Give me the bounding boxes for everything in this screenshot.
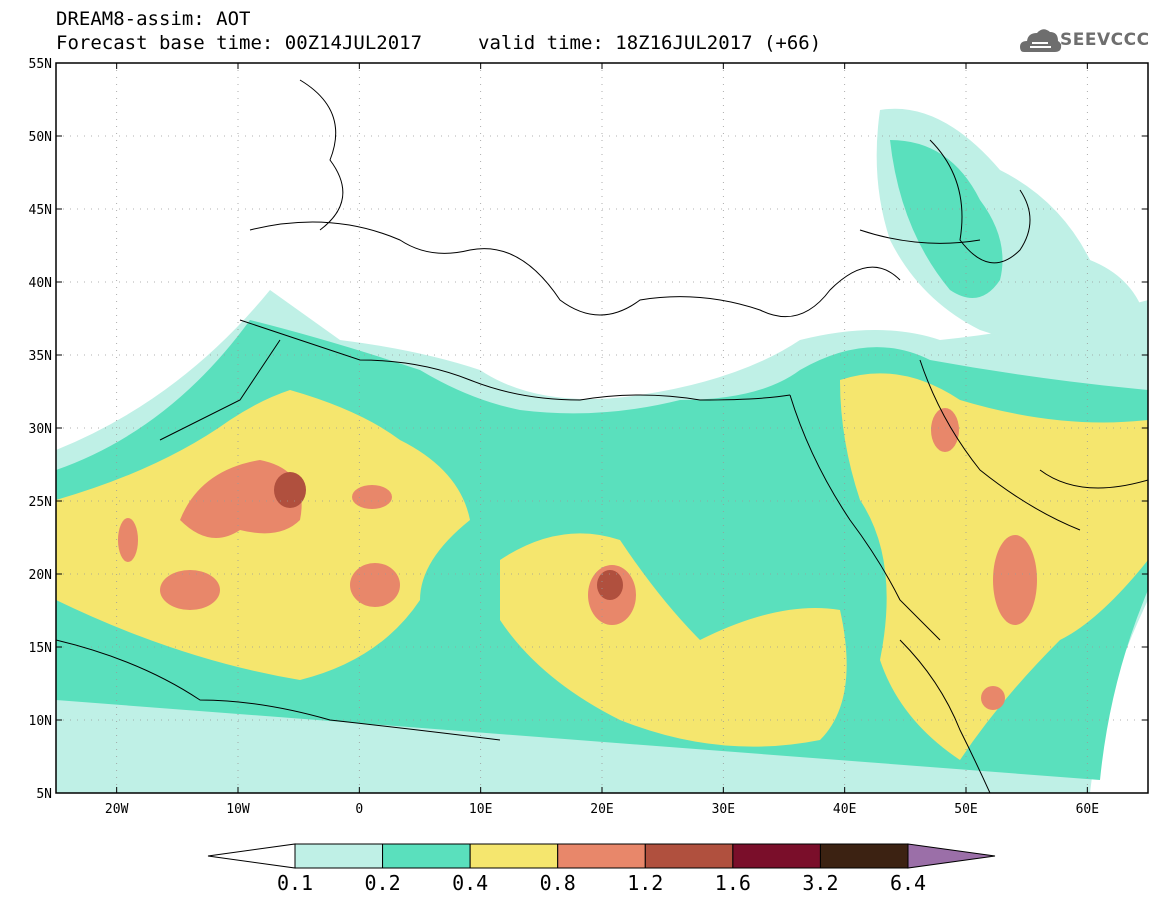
lon-tick-label: 40E bbox=[833, 802, 856, 817]
colorbar-over-arrow bbox=[907, 843, 996, 869]
cloud-icon bbox=[1020, 29, 1062, 52]
colorbar-level-label: 0.1 bbox=[277, 871, 313, 895]
lon-tick-label: 20W bbox=[105, 802, 129, 817]
logo-text: SEEVCCC bbox=[1060, 30, 1150, 50]
colorbar-level-label: 0.8 bbox=[540, 871, 576, 895]
latitude-ticks: 55N 50N 45N 40N 35N 30N 25N 20N 15N 10N 5N bbox=[29, 57, 1148, 802]
lat-tick-label: 30N bbox=[29, 422, 52, 437]
lat-tick-label: 10N bbox=[29, 714, 52, 729]
lon-tick-label: 20E bbox=[590, 802, 613, 817]
colorbar-level-label: 1.2 bbox=[627, 871, 663, 895]
lon-tick-label: 10W bbox=[226, 802, 250, 817]
lon-tick-label: 0 bbox=[355, 802, 363, 817]
colorbar-swatch bbox=[469, 843, 559, 869]
colorbar-swatch bbox=[557, 843, 646, 869]
lat-tick-label: 35N bbox=[29, 349, 52, 364]
colorbar-level-label: 6.4 bbox=[890, 871, 926, 895]
lat-tick-label: 40N bbox=[29, 276, 52, 291]
colorbar-swatch bbox=[382, 843, 471, 869]
map-title: DREAM8-assim: AOT bbox=[56, 8, 251, 30]
colorbar-swatch bbox=[644, 843, 734, 869]
lon-tick-label: 10E bbox=[469, 802, 492, 817]
lat-tick-label: 45N bbox=[29, 203, 52, 218]
colorbar-under-arrow bbox=[207, 843, 296, 869]
colorbar-level-label: 0.4 bbox=[452, 871, 488, 895]
colorbar-level-label: 1.6 bbox=[715, 871, 751, 895]
lat-tick-label: 20N bbox=[29, 568, 52, 583]
colorbar-swatch bbox=[294, 843, 384, 869]
colorbar-level-label: 0.2 bbox=[365, 871, 401, 895]
lon-tick-label: 30E bbox=[712, 802, 735, 817]
lat-tick-label: 25N bbox=[29, 495, 52, 510]
forecast-base-time: Forecast base time: 00Z14JUL2017 bbox=[56, 32, 423, 54]
colorbar-level-label: 3.2 bbox=[802, 871, 838, 895]
colorbar-swatch bbox=[819, 843, 909, 869]
valid-time: valid time: 18Z16JUL2017 (+66) bbox=[478, 32, 822, 54]
lat-tick-label: 50N bbox=[29, 130, 52, 145]
lon-tick-label: 60E bbox=[1076, 802, 1099, 817]
colorbar-swatch bbox=[732, 843, 821, 869]
coastlines bbox=[56, 79, 1148, 793]
lat-tick-label: 15N bbox=[29, 641, 52, 656]
longitude-ticks: 20W 10W 0 10E 20E 30E 40E 50E 60E bbox=[105, 63, 1099, 817]
lat-tick-label: 5N bbox=[36, 787, 52, 802]
lon-tick-label: 50E bbox=[954, 802, 977, 817]
lat-tick-label: 55N bbox=[29, 57, 52, 72]
colorbar: 0.1 0.2 0.4 0.8 1.2 1.6 3.2 6.4 bbox=[207, 843, 996, 895]
